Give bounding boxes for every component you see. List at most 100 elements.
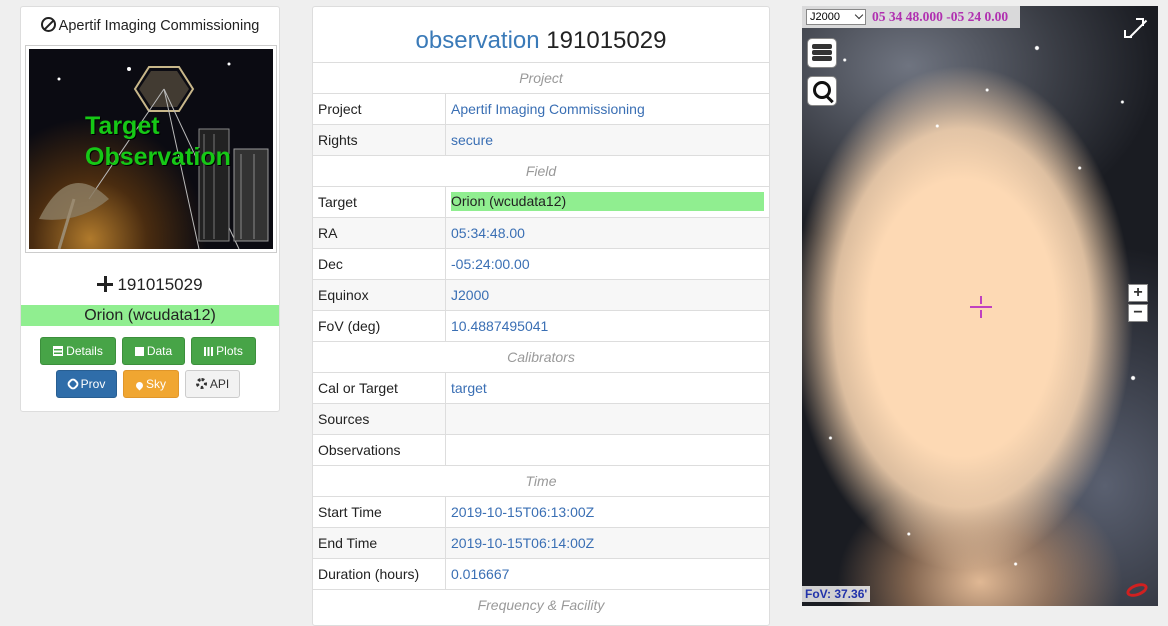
sky-viewer[interactable]: J2000 05 34 48.000 -05 24 0.00 + − FoV: … <box>802 6 1158 606</box>
observation-id: 191015029 <box>21 275 279 295</box>
row-value-highlight: Orion (wcudata12) <box>451 192 764 211</box>
row-value-link[interactable]: J2000 <box>451 287 490 303</box>
row-value-link[interactable]: secure <box>451 132 494 148</box>
row-label: Cal or Target <box>318 380 398 396</box>
data-button-label: Data <box>146 344 173 358</box>
card-title: Apertif Imaging Commissioning <box>21 17 279 34</box>
column-divider <box>445 435 446 465</box>
row-value-link[interactable]: 2019-10-15T06:14:00Z <box>451 535 595 551</box>
gear-icon <box>195 378 207 389</box>
column-divider <box>445 125 446 155</box>
column-divider <box>445 249 446 279</box>
plots-button[interactable]: Plots <box>191 337 256 365</box>
sky-toolbar: J2000 05 34 48.000 -05 24 0.00 <box>802 6 1020 28</box>
map-marker-icon <box>134 380 145 391</box>
target-badge: Orion (wcudata12) <box>21 305 279 326</box>
row-value-link[interactable]: 0.016667 <box>451 566 510 582</box>
data-button[interactable]: Data <box>122 337 185 365</box>
column-divider <box>445 280 446 310</box>
reticle-icon <box>970 296 992 318</box>
prov-button-label: Prov <box>80 377 106 391</box>
row-value-link[interactable]: target <box>451 380 487 396</box>
bar-chart-icon <box>204 347 214 356</box>
files-icon <box>134 347 144 356</box>
column-divider <box>445 528 446 558</box>
column-divider <box>445 373 446 403</box>
table-row: Observations <box>313 434 769 465</box>
thumbnail-caption: Target Observation <box>85 111 231 173</box>
chevron-down-icon <box>854 10 864 20</box>
table-row: Cal or Target target <box>313 372 769 403</box>
row-label: FoV (deg) <box>318 318 381 334</box>
thumbnail-image: Target Observation <box>29 49 273 249</box>
api-button[interactable]: API <box>185 370 240 398</box>
column-divider <box>445 311 446 341</box>
row-label: End Time <box>318 535 378 551</box>
sky-button-label: Sky <box>145 377 166 391</box>
details-button-label: Details <box>66 344 103 358</box>
prov-button[interactable]: Prov <box>56 370 117 398</box>
list-icon <box>53 346 64 356</box>
column-divider <box>445 218 446 248</box>
observation-thumbnail[interactable]: Target Observation <box>25 45 277 253</box>
row-label: Sources <box>318 411 370 427</box>
table-row: Project Apertif Imaging Commissioning <box>313 93 769 124</box>
page-title: observation 191015029 <box>313 27 769 55</box>
card-title-text: Apertif Imaging Commissioning <box>58 18 260 34</box>
column-divider <box>445 559 446 589</box>
table-row: Sources <box>313 403 769 434</box>
row-value-link[interactable]: 05:34:48.00 <box>451 225 525 241</box>
layers-button[interactable] <box>807 38 837 68</box>
expand-icon[interactable] <box>1124 18 1144 38</box>
table-row: RA 05:34:48.00 <box>313 217 769 248</box>
column-divider <box>445 404 446 434</box>
table-row: End Time 2019-10-15T06:14:00Z <box>313 527 769 558</box>
table-row: FoV (deg) 10.4887495041 <box>313 310 769 341</box>
table-row: Rights secure <box>313 124 769 155</box>
sky-button[interactable]: Sky <box>123 370 179 398</box>
section-header: Field <box>313 155 769 186</box>
ban-icon <box>40 17 56 32</box>
row-label: Duration (hours) <box>318 566 420 582</box>
page-title-keyword: observation <box>415 27 540 54</box>
observation-card: Apertif Imaging Commissioning <box>20 6 280 412</box>
coordinate-readout: 05 34 48.000 -05 24 0.00 <box>872 9 1009 24</box>
table-row: Target Orion (wcudata12) <box>313 186 769 217</box>
layers-icon <box>812 44 832 62</box>
row-label: Rights <box>318 132 358 148</box>
section-header: Frequency & Facility <box>313 589 769 620</box>
row-label: Target <box>318 194 357 210</box>
column-divider <box>445 187 446 217</box>
row-value-link[interactable]: 2019-10-15T06:13:00Z <box>451 504 595 520</box>
row-value-link[interactable]: Apertif Imaging Commissioning <box>451 101 645 117</box>
plots-button-label: Plots <box>216 344 243 358</box>
api-button-label: API <box>209 377 230 391</box>
details-button[interactable]: Details <box>40 337 116 365</box>
row-label: Start Time <box>318 504 382 520</box>
column-divider <box>445 497 446 527</box>
search-icon <box>813 81 831 99</box>
row-value-link[interactable]: 10.4887495041 <box>451 318 549 334</box>
thumbnail-caption-line2: Observation <box>85 143 231 171</box>
row-label: RA <box>318 225 338 241</box>
table-row: Dec -05:24:00.00 <box>313 248 769 279</box>
observation-details-panel: observation 191015029 Project Project Aper… <box>312 6 770 626</box>
row-value-link[interactable]: -05:24:00.00 <box>451 256 530 272</box>
row-label: Equinox <box>318 287 369 303</box>
frame-select[interactable]: J2000 <box>806 9 866 25</box>
find-button[interactable] <box>807 76 837 106</box>
spectra-graphic <box>198 128 269 242</box>
page-title-id: 191015029 <box>546 27 667 54</box>
column-divider <box>445 94 446 124</box>
frame-select-value: J2000 <box>810 11 840 23</box>
fov-readout: FoV: 37.36' <box>802 586 871 602</box>
table-row: Duration (hours) 0.016667 <box>313 558 769 589</box>
row-label: Dec <box>318 256 343 272</box>
crosshair-icon <box>97 276 114 292</box>
table-row: Equinox J2000 <box>313 279 769 310</box>
zoom-out-button[interactable]: − <box>1128 304 1148 322</box>
row-label: Project <box>318 101 362 117</box>
zoom-in-button[interactable]: + <box>1128 284 1148 302</box>
section-header: Calibrators <box>313 341 769 372</box>
section-header: Time <box>313 465 769 496</box>
